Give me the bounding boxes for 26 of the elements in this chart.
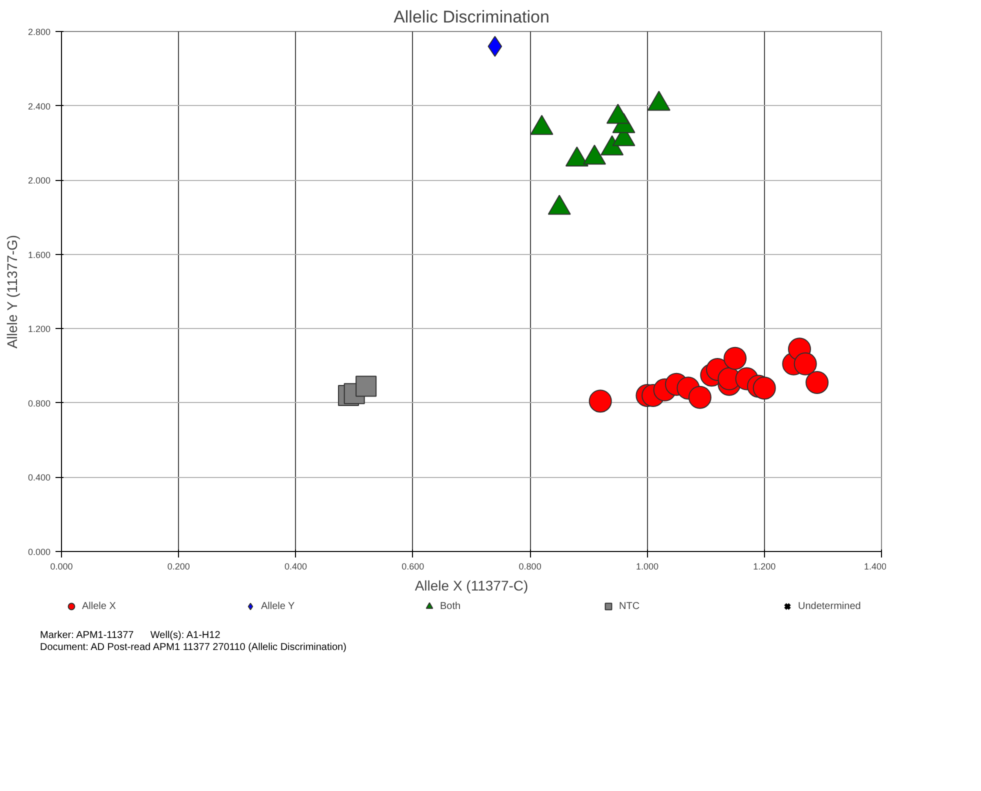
x-tick-label: 0.400 bbox=[284, 562, 308, 572]
legend-label: Allele Y bbox=[261, 600, 296, 612]
legend-label: Undetermined bbox=[798, 600, 862, 612]
y-tick-label: 0.000 bbox=[28, 547, 51, 557]
y-axis-title: Allele Y (11377-G) bbox=[4, 234, 20, 349]
x-axis-title: Allele X (11377-C) bbox=[414, 578, 528, 594]
x-tick-label: 1.200 bbox=[753, 562, 776, 572]
y-tick-label: 0.800 bbox=[28, 398, 51, 408]
x-tick-label: 0.800 bbox=[518, 562, 542, 572]
x-tick-label: 1.000 bbox=[636, 562, 658, 572]
y-tick-label: 1.600 bbox=[28, 250, 51, 260]
y-tick-label: 2.800 bbox=[28, 27, 51, 37]
x-tick-label: 1.400 bbox=[864, 562, 887, 572]
chart-title: Allelic Discrimination bbox=[394, 8, 550, 26]
y-tick-label: 1.200 bbox=[28, 324, 51, 334]
legend-label: NTC bbox=[619, 600, 641, 612]
y-tick-label: 2.400 bbox=[28, 101, 51, 112]
y-tick-label: 0.400 bbox=[28, 472, 51, 483]
legend-label: Allele X bbox=[82, 600, 117, 612]
x-tick-label: 0.600 bbox=[402, 562, 424, 572]
y-tick-label: 2.000 bbox=[28, 176, 51, 186]
text: Marker: APM1-11377 Well(s): A1-H12 bbox=[40, 630, 220, 642]
x-tick-label: 0.200 bbox=[167, 562, 190, 572]
text: Document: AD Post-read APM1 11377 270110 (Allelic Discrimination) bbox=[40, 642, 346, 654]
legend-label: Both bbox=[440, 600, 462, 612]
x-tick-label: 0.000 bbox=[50, 562, 73, 572]
